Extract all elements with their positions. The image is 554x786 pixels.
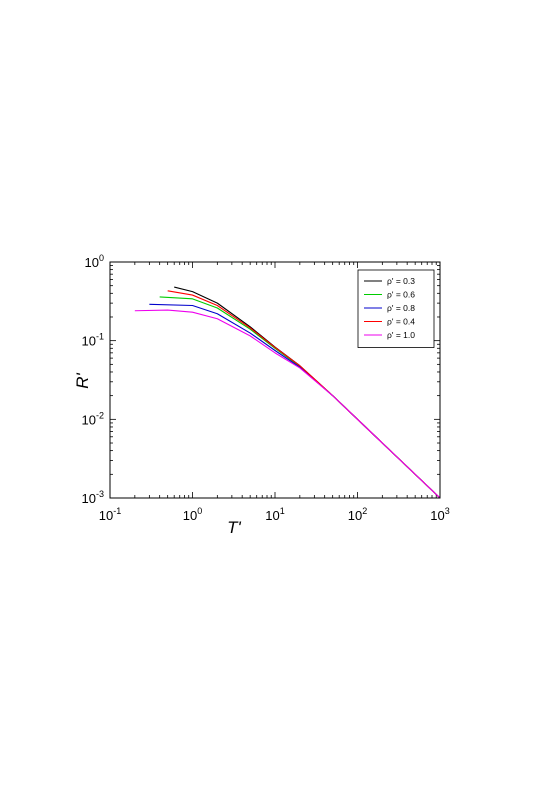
series-line: [134, 309, 441, 499]
y-axis-title: R': [73, 372, 92, 388]
y-tick-label: 10-2: [82, 410, 104, 427]
x-tick-label: 100: [183, 506, 202, 523]
legend-label: ρ' = 1.0: [387, 330, 415, 340]
legend-label: ρ' = 0.8: [387, 303, 415, 313]
y-tick-label: 100: [85, 253, 104, 270]
x-tick-label: 103: [430, 506, 449, 523]
x-tick-label: 102: [348, 506, 367, 523]
legend-label: ρ' = 0.3: [387, 276, 415, 286]
legend-label: ρ' = 0.4: [387, 317, 415, 327]
legend: ρ' = 0.3 ρ' = 0.6 ρ' = 0.8 ρ' = 0.4 ρ' = 1.0: [357, 269, 435, 348]
ticks-layer: 10-1 100 101 102 103 100 10-1 10-2 10-3: [82, 253, 450, 523]
y-tick-label: 10-3: [82, 489, 104, 506]
x-tick-label: 101: [265, 506, 284, 523]
x-axis-title: T': [227, 518, 241, 537]
legend-label: ρ' = 0.6: [387, 290, 415, 300]
x-tick-label: 10-1: [99, 506, 121, 523]
plot-frame: [109, 261, 441, 499]
y-tick-label: 10-1: [82, 332, 104, 349]
series-layer: [134, 286, 441, 499]
